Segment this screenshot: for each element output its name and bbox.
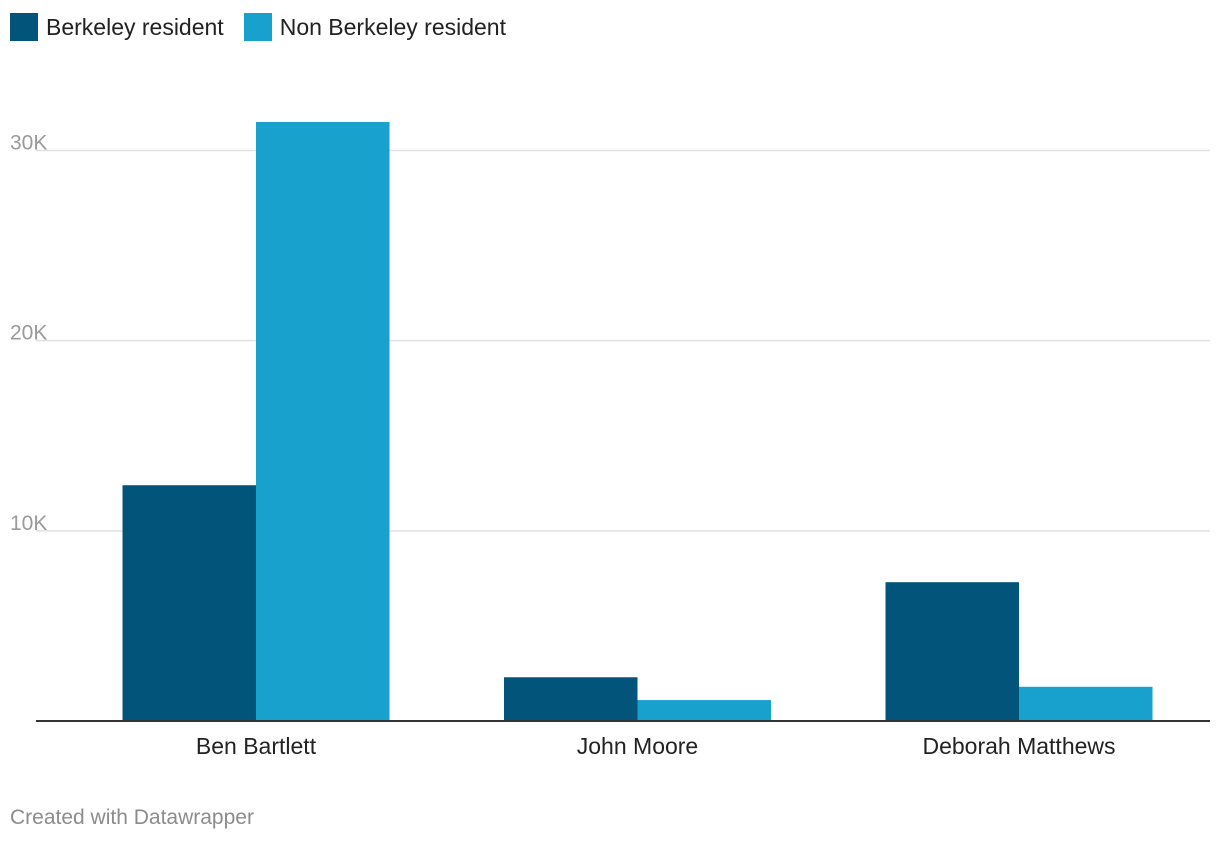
x-tick-label: Deborah Matthews bbox=[922, 733, 1115, 759]
x-tick-label: Ben Bartlett bbox=[196, 733, 317, 759]
legend-swatch-non-berkeley-resident bbox=[243, 13, 272, 41]
bar-berkeley-resident-john-moore bbox=[504, 677, 638, 721]
x-tick-label: John Moore bbox=[577, 733, 698, 759]
bar-non-berkeley-resident-deborah-matthews bbox=[1019, 686, 1153, 721]
y-tick-label: 10K bbox=[10, 512, 47, 535]
legend-item-non-berkeley-resident: Non Berkeley resident bbox=[243, 13, 506, 41]
chart-legend: Berkeley resident Non Berkeley resident bbox=[10, 12, 506, 42]
bar-non-berkeley-resident-ben-bartlett bbox=[256, 122, 390, 721]
legend-swatch-berkeley-resident bbox=[10, 13, 38, 41]
legend-label-berkeley-resident: Berkeley resident bbox=[46, 13, 224, 40]
bar-berkeley-resident-ben-bartlett bbox=[122, 485, 256, 721]
bar-berkeley-resident-deborah-matthews bbox=[885, 582, 1019, 721]
bar-non-berkeley-resident-john-moore bbox=[637, 700, 771, 721]
y-tick-label: 30K bbox=[10, 132, 47, 155]
footer-credit: Created with Datawrapper bbox=[10, 806, 254, 829]
y-tick-label: 20K bbox=[10, 322, 47, 345]
legend-item-berkeley-resident: Berkeley resident bbox=[10, 13, 224, 41]
legend-label-non-berkeley-resident: Non Berkeley resident bbox=[279, 13, 506, 40]
